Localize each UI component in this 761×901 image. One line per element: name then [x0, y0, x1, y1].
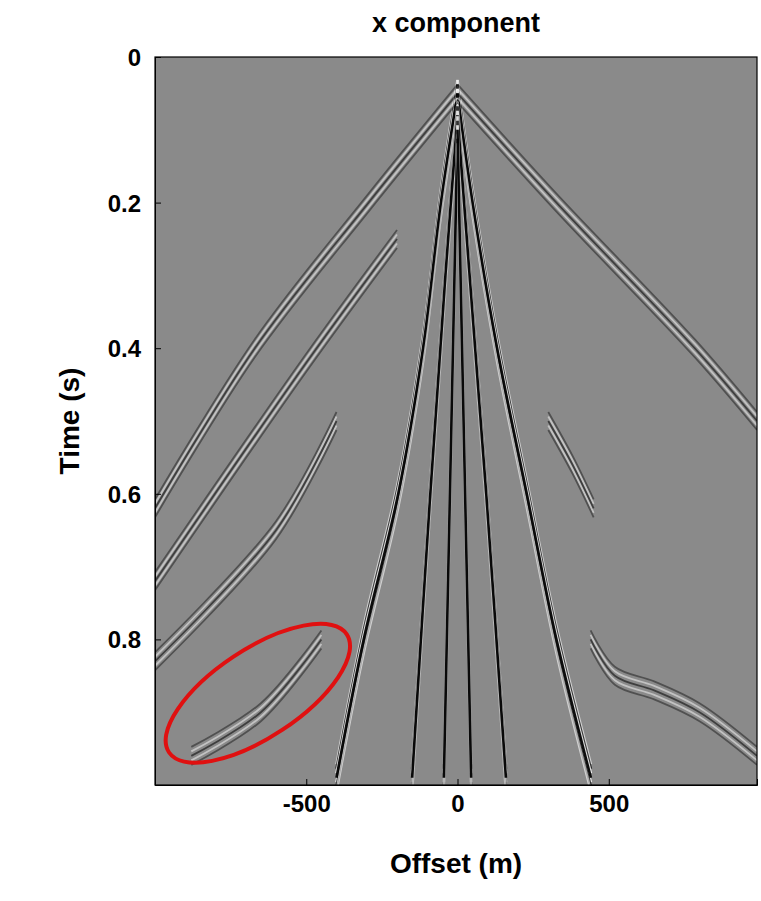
- wavelet-band: [337, 84, 458, 768]
- y-tick-mark: [155, 203, 161, 204]
- seismic-event: [458, 93, 757, 421]
- seismic-event: [191, 639, 321, 755]
- x-tick: -500: [283, 779, 331, 817]
- events: [155, 80, 757, 785]
- title: x component: [372, 8, 540, 38]
- y-tick: 0.4: [108, 335, 161, 362]
- y-axis: 0 0.2 0.4 0.6 0.8: [108, 44, 161, 786]
- seismic-event: [548, 421, 593, 508]
- wavelet-band: [458, 98, 591, 782]
- y-tick: 0.2: [108, 190, 161, 217]
- x-tick-mark: [306, 779, 307, 785]
- y-tick: 0.6: [108, 481, 161, 508]
- x-tick-mark: [458, 779, 459, 785]
- wavelet-band: [458, 84, 591, 768]
- chart: -500 0 500 0 0.2 0.4 0.6 0.8 x component Offset (…: [0, 0, 761, 901]
- wavelet-band: [155, 426, 337, 666]
- wavelet-band: [337, 89, 458, 773]
- wavelet-band: [155, 98, 458, 513]
- wavelet-band: [155, 417, 337, 657]
- y-tick-mark: [155, 494, 161, 495]
- seismic-event: [591, 639, 757, 755]
- seismic-event: [412, 115, 457, 777]
- x-axis: -500 0 500: [156, 779, 758, 817]
- highlight-ellipse: [145, 598, 372, 789]
- x-tick-label: 500: [589, 790, 629, 817]
- wavelet-band: [458, 102, 591, 785]
- seismic-event: [458, 130, 472, 778]
- y-tick-mark: [155, 348, 161, 349]
- y-tick-label: 0.6: [108, 481, 141, 508]
- wavelet-band: [591, 648, 757, 764]
- wavelet-band: [155, 412, 337, 652]
- wavelet-band: [191, 635, 321, 751]
- y-tick-label: 0.4: [108, 335, 142, 362]
- x-axis-line: [156, 779, 758, 786]
- seismic-event: [458, 93, 591, 777]
- y-tick: 0.8: [108, 626, 161, 653]
- x-tick-label: 0: [451, 790, 464, 817]
- y-tick: 0: [128, 44, 161, 71]
- wavelet-band: [548, 430, 593, 517]
- y-tick-label: 0: [128, 44, 141, 71]
- y-axis-line: [156, 58, 162, 786]
- y-tick-mark: [155, 57, 161, 58]
- wavelet-band: [337, 80, 458, 764]
- wavelet-band: [458, 102, 757, 430]
- y-tick-label: 0.8: [108, 626, 141, 653]
- plot-frame: [155, 57, 757, 785]
- seismic-event: [458, 115, 506, 777]
- wavelet-band: [591, 630, 757, 746]
- plot-background: [155, 57, 757, 785]
- y-tick-label: 0.2: [108, 190, 141, 217]
- seismic-event: [155, 93, 458, 508]
- wavelet-band: [591, 635, 757, 751]
- x-tick: 0: [451, 779, 464, 817]
- x-tick-mark: [609, 779, 610, 785]
- wavelet-band: [155, 102, 458, 517]
- plot: -500 0 500 0 0.2 0.4 0.6 0.8: [108, 44, 758, 817]
- seismic-event: [337, 93, 458, 777]
- wavelet-band: [458, 80, 591, 764]
- wavelet-band: [591, 644, 757, 760]
- x-tick-label: -500: [283, 790, 331, 817]
- x-tick: 500: [589, 779, 629, 817]
- wavelet-band: [191, 630, 321, 746]
- wavelet-band: [458, 89, 591, 773]
- y-axis-title: Time (s): [54, 368, 85, 475]
- seismic-event: [444, 130, 458, 778]
- x-axis-title: Offset (m): [390, 848, 522, 879]
- y-tick-mark: [155, 639, 161, 640]
